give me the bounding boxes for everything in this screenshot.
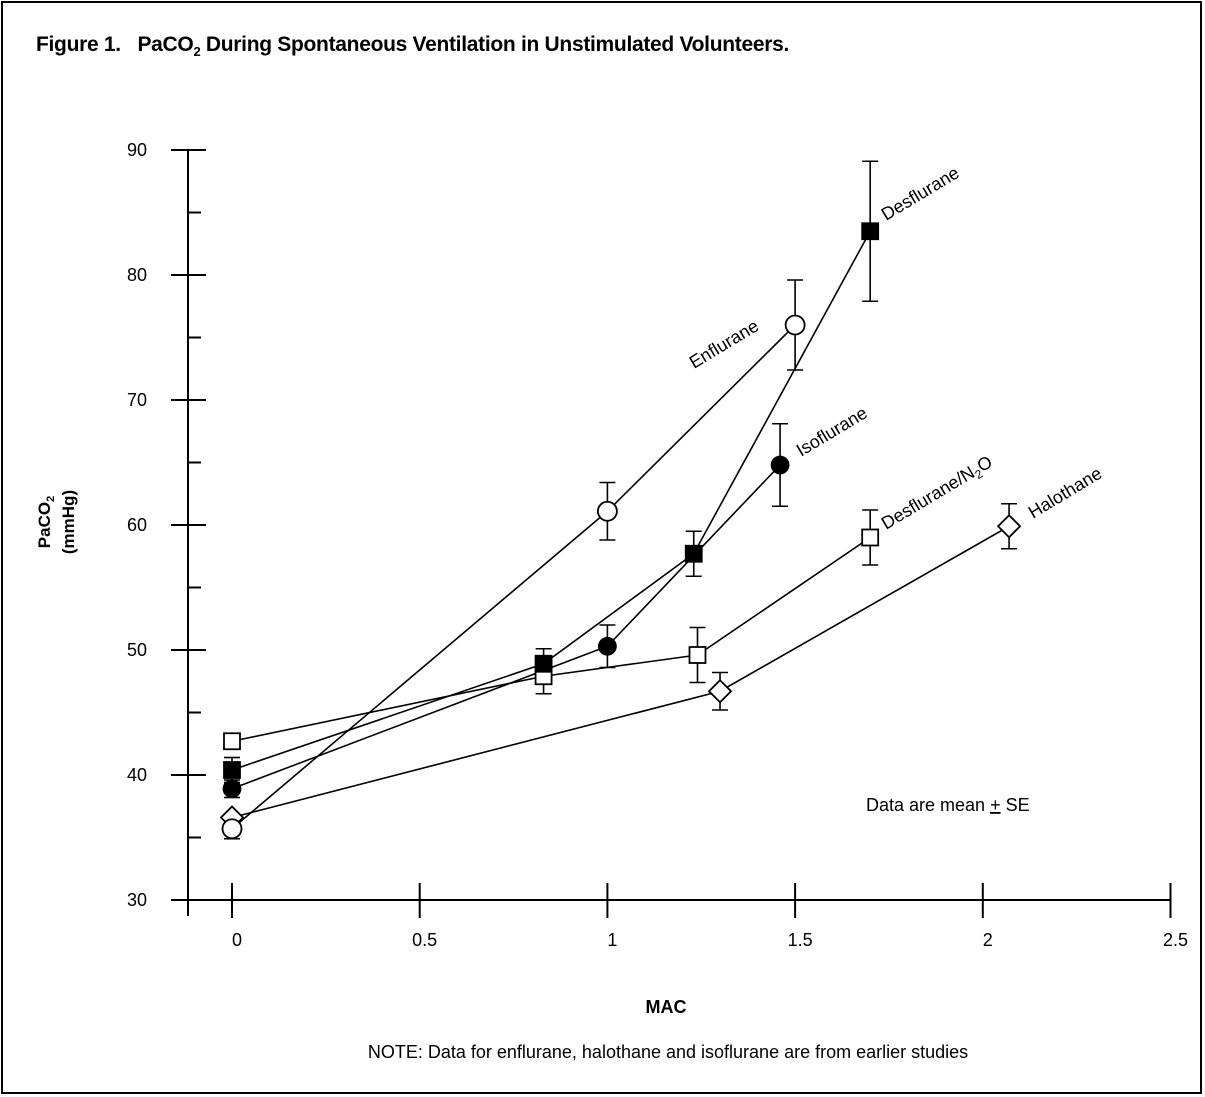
axes: 30 40 50 60 70 80 90 0 0.5 1 1.5 2 2.5: [127, 140, 1188, 950]
line-halothane: [231, 525, 1010, 819]
line-enflurane: [231, 324, 796, 830]
error-bars: [224, 160, 1018, 840]
marker-enflurane: [597, 500, 618, 522]
marker-halothane: [707, 678, 733, 704]
y-tick-label: 80: [127, 265, 147, 285]
figure-title: Figure 1. PaCO2 During Spontaneous Venti…: [36, 33, 789, 59]
x-tick-label: 2.5: [1163, 930, 1188, 950]
figure-title-subscript: 2: [193, 44, 201, 59]
x-axis-label: MAC: [646, 997, 687, 1017]
line-desflurane: [231, 230, 871, 771]
x-tick-label: 0: [232, 930, 242, 950]
marker-desflurane: [684, 544, 703, 563]
y-tick-label: 30: [127, 890, 147, 910]
marker-enflurane: [221, 818, 243, 840]
y-axis-label-line1: PaCO2: [35, 496, 57, 548]
marker-isoflurane: [598, 636, 617, 656]
marker-isoflurane: [222, 779, 242, 799]
marker-desflurane: [534, 654, 553, 673]
y-tick-label: 50: [127, 640, 147, 660]
line-desflurane-n-o: [231, 536, 871, 743]
series-label-enflurane: Enflurane: [686, 316, 762, 373]
y-tick-label: 60: [127, 515, 147, 535]
x-tick-label: 1: [607, 930, 617, 950]
x-tick-label: 1.5: [788, 930, 813, 950]
note: NOTE: Data for enflurane, halothane and …: [368, 1042, 968, 1062]
y-axis-label-line2: (mmHg): [59, 490, 78, 554]
marker-desflurane: [861, 222, 880, 241]
x-tick-label: 0.5: [412, 930, 437, 950]
plus-minus-sign: +: [990, 795, 1001, 815]
marker-desflurane-n-o: [688, 646, 707, 664]
series-label-desflurane: Desflurane: [878, 162, 963, 224]
series-label-halothane: Halothane: [1025, 463, 1106, 522]
marker-halothane: [996, 513, 1022, 539]
marker-desflurane-n-o: [223, 732, 241, 751]
annotation: Data are mean + SE: [866, 795, 1030, 815]
y-tick-label: 90: [127, 140, 147, 160]
labels: PaCO2 (mmHg) MAC Data are mean + SE NOTE…: [35, 162, 1105, 1062]
markers: [219, 222, 1022, 840]
figure-label: Figure 1.: [36, 33, 121, 56]
marker-desflurane-n-o: [861, 528, 880, 547]
series-label-isoflurane: Isoflurane: [793, 403, 871, 461]
y-tick-label: 40: [127, 765, 147, 785]
figure-title-text-post: During Spontaneous Ventilation in Unstim…: [200, 33, 789, 56]
series-label-desflurane-n2o: Desflurane/N2O: [878, 452, 998, 536]
marker-enflurane: [784, 314, 806, 336]
marker-desflurane: [223, 761, 241, 779]
x-tick-label: 2: [983, 930, 993, 950]
y-tick-label: 70: [127, 390, 147, 410]
marker-isoflurane: [770, 455, 790, 475]
figure-title-text-pre: PaCO: [137, 33, 194, 56]
